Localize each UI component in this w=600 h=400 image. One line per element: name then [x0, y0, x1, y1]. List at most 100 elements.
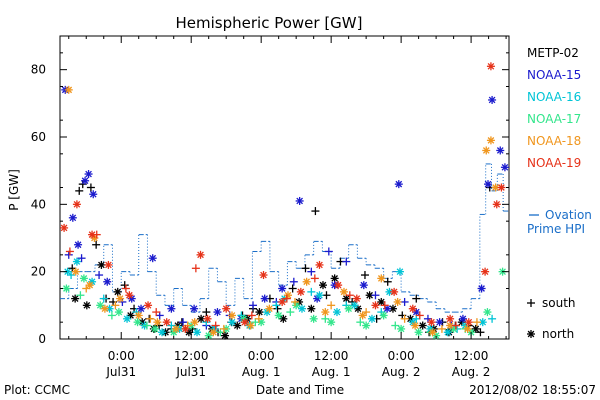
y-tick-label: 20: [31, 265, 46, 279]
north-point: [60, 223, 69, 232]
north-point: [228, 311, 237, 320]
south-point: [179, 318, 188, 327]
north-point: [379, 311, 388, 320]
south-point: [152, 308, 161, 317]
marker-key-label: north: [542, 327, 574, 341]
north-point: [84, 170, 93, 179]
north-point: [133, 318, 142, 327]
north-point: [390, 287, 399, 296]
footer-source: Plot: CCMC: [4, 383, 70, 397]
south-point: [288, 284, 297, 293]
north-point: [151, 324, 160, 333]
north-point: [62, 284, 71, 293]
north-point: [283, 291, 292, 300]
north-point: [72, 257, 81, 266]
north-point: [68, 213, 77, 222]
south-point: [155, 321, 164, 330]
north-point: [71, 267, 80, 276]
south-point: [202, 308, 211, 317]
x-tick-label-time: 0:00: [388, 349, 415, 363]
south-point: [307, 287, 316, 296]
south-point: [342, 257, 351, 266]
south-point: [362, 308, 371, 317]
north-point: [395, 267, 404, 276]
legend-entry: NOAA-19: [527, 156, 581, 170]
north-point: [315, 260, 324, 269]
north-point: [484, 180, 493, 189]
south-point: [142, 321, 151, 330]
south-point: [400, 314, 409, 323]
north-point: [296, 287, 305, 296]
x-tick-label-date: Aug. 2: [452, 365, 491, 379]
x-tick-label-time: 12:00: [314, 349, 349, 363]
y-tick-label: 0: [38, 332, 46, 346]
south-point: [327, 301, 336, 310]
south-point: [82, 284, 91, 293]
south-point: [412, 294, 421, 303]
north-point: [352, 294, 361, 303]
south-point: [380, 301, 389, 310]
y-axis-label: P [GW]: [7, 169, 21, 211]
north-point: [71, 294, 80, 303]
north-point: [483, 308, 492, 317]
legend-ovation-label: Ovation: [545, 208, 592, 222]
marker-key-south: south: [527, 296, 576, 310]
south-point: [121, 284, 130, 293]
south-point: [310, 274, 319, 283]
x-tick-label-time: 0:00: [248, 349, 275, 363]
north-point: [274, 311, 283, 320]
north-point: [114, 308, 123, 317]
north-point: [315, 291, 324, 300]
north-point: [162, 318, 171, 327]
south-point: [111, 301, 120, 310]
south-point: [356, 318, 365, 327]
north-point: [358, 311, 367, 320]
north-point: [464, 318, 473, 327]
legend: METP-02 NOAA-15 NOAA-16 NOAA-17 NOAA-18 NOAA-…: [527, 46, 592, 341]
north-point: [79, 274, 88, 283]
series-noaa-19: [60, 62, 506, 333]
axes-layer: 0 20 40 60 80 0:00 Jul31 12:00 Jul31 0:00 Aug. 1 12…: [31, 36, 509, 379]
north-point: [100, 304, 109, 313]
south-point: [77, 254, 86, 263]
north-point: [330, 274, 339, 283]
north-point: [74, 240, 83, 249]
north-point: [64, 85, 73, 94]
legend-entry: NOAA-18: [527, 134, 581, 148]
north-point: [332, 308, 341, 317]
north-point: [321, 308, 330, 317]
north-point: [393, 297, 402, 306]
north-point: [446, 321, 455, 330]
x-tick-label-time: 0:00: [108, 349, 135, 363]
y-tick-label: 40: [31, 197, 46, 211]
north-point: [153, 318, 162, 327]
south-point: [311, 207, 320, 216]
north-point: [458, 314, 467, 323]
north-point: [318, 281, 327, 290]
north-point: [190, 318, 199, 327]
north-point: [81, 176, 90, 185]
chart-title: Hemispheric Power [GW]: [176, 14, 363, 32]
south-point: [191, 264, 200, 273]
series-noaa-18: [64, 85, 500, 337]
north-point: [411, 321, 420, 330]
north-point: [486, 136, 495, 145]
x-tick-label-date: Aug. 1: [242, 365, 281, 379]
legend-entry: METP-02: [527, 46, 579, 60]
north-point: [496, 146, 505, 155]
north-point: [297, 304, 306, 313]
south-point: [290, 297, 299, 306]
north-point: [104, 260, 113, 269]
north-point: [359, 281, 368, 290]
south-point: [322, 291, 331, 300]
north-point: [144, 301, 153, 310]
north-point: [471, 324, 480, 333]
north-point: [228, 318, 237, 327]
south-point: [289, 277, 298, 286]
south-point: [472, 318, 481, 327]
south-point: [67, 271, 76, 280]
north-point: [221, 331, 230, 340]
south-point: [146, 314, 155, 323]
south-point: [76, 291, 85, 300]
